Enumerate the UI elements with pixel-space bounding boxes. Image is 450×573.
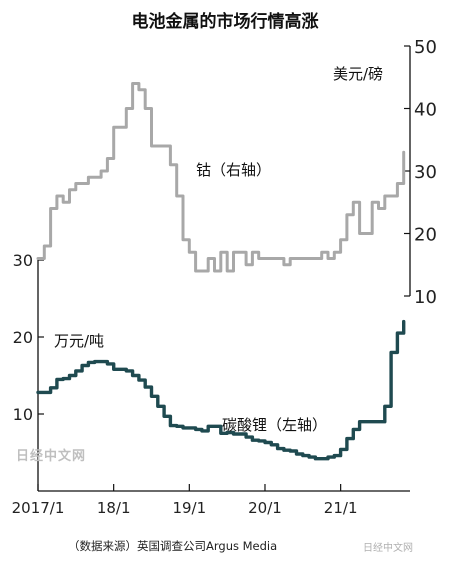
right-tick-label: 30 [414,162,437,183]
lithium-carbonate-series-line [36,319,406,461]
x-tick-label: 2017/1 [12,499,65,517]
x-tick-label: 21/1 [324,499,358,517]
watermark-right: 日经中文网 [363,541,413,554]
right-axis-ticks: 10 20 30 40 50 [404,37,437,308]
x-tick-label: 20/1 [248,499,282,517]
right-tick-label: 50 [414,37,437,58]
left-tick-label: 30 [13,251,33,270]
left-axis-ticks: 10 20 30 [13,251,44,424]
source-note: （数据来源）英国调查公司Argus Media [68,539,277,553]
right-axis-unit-label: 美元/磅 [333,65,383,83]
chart-title: 电池金属的市场行情高涨 [132,11,319,32]
cobalt-series-line [36,82,406,273]
x-axis-ticks: 2017/1 18/1 19/1 20/1 21/1 [12,484,358,517]
right-tick-label: 40 [414,100,437,121]
x-tick-label: 18/1 [97,499,131,517]
right-tick-label: 10 [414,287,437,308]
left-tick-label: 20 [13,328,33,347]
cobalt-series-label: 钴（右轴） [196,161,271,179]
left-axis-unit-label: 万元/吨 [54,332,104,350]
lithium-series-label: 碳酸锂（左轴） [222,416,327,434]
series-layer [36,82,406,461]
left-tick-label: 10 [13,405,33,424]
watermark-left: 日经中文网 [16,448,86,464]
x-tick-label: 19/1 [172,499,206,517]
right-tick-label: 20 [414,225,437,246]
